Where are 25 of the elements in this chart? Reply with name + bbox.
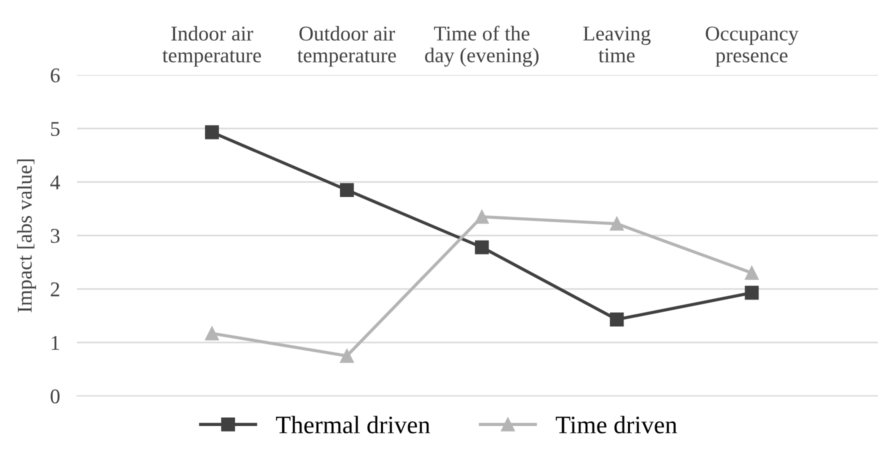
point [610, 216, 624, 231]
x-tick-label: Occupancy presence [706, 26, 799, 67]
y-tick-label: 6 [50, 68, 60, 82]
legend-label: Time driven [556, 416, 678, 434]
point [474, 210, 489, 224]
y-tick-label: 3 [50, 228, 60, 243]
point [744, 266, 759, 280]
point [744, 286, 759, 300]
point [474, 240, 489, 254]
y-tick-label: 5 [51, 122, 60, 136]
y-axis-title: Impact [abs value] [17, 160, 36, 312]
point [610, 312, 624, 326]
point [205, 326, 219, 340]
legend-label: Thermal driven [276, 416, 430, 434]
x-tick-label: Leaving time [583, 26, 651, 62]
y-tick-label: 4 [50, 176, 60, 190]
x-tick-label: Outdoor air temperature [297, 26, 396, 67]
point [340, 348, 354, 363]
y-tick-label: 0 [50, 389, 60, 404]
y-tick-label: 2 [50, 282, 60, 296]
point [340, 183, 354, 197]
x-tick-label: Indoor air temperature [162, 26, 261, 67]
point [205, 125, 219, 140]
y-tick-label: 1 [52, 336, 60, 350]
x-tick-label: Time of the day (evening) [425, 26, 539, 67]
